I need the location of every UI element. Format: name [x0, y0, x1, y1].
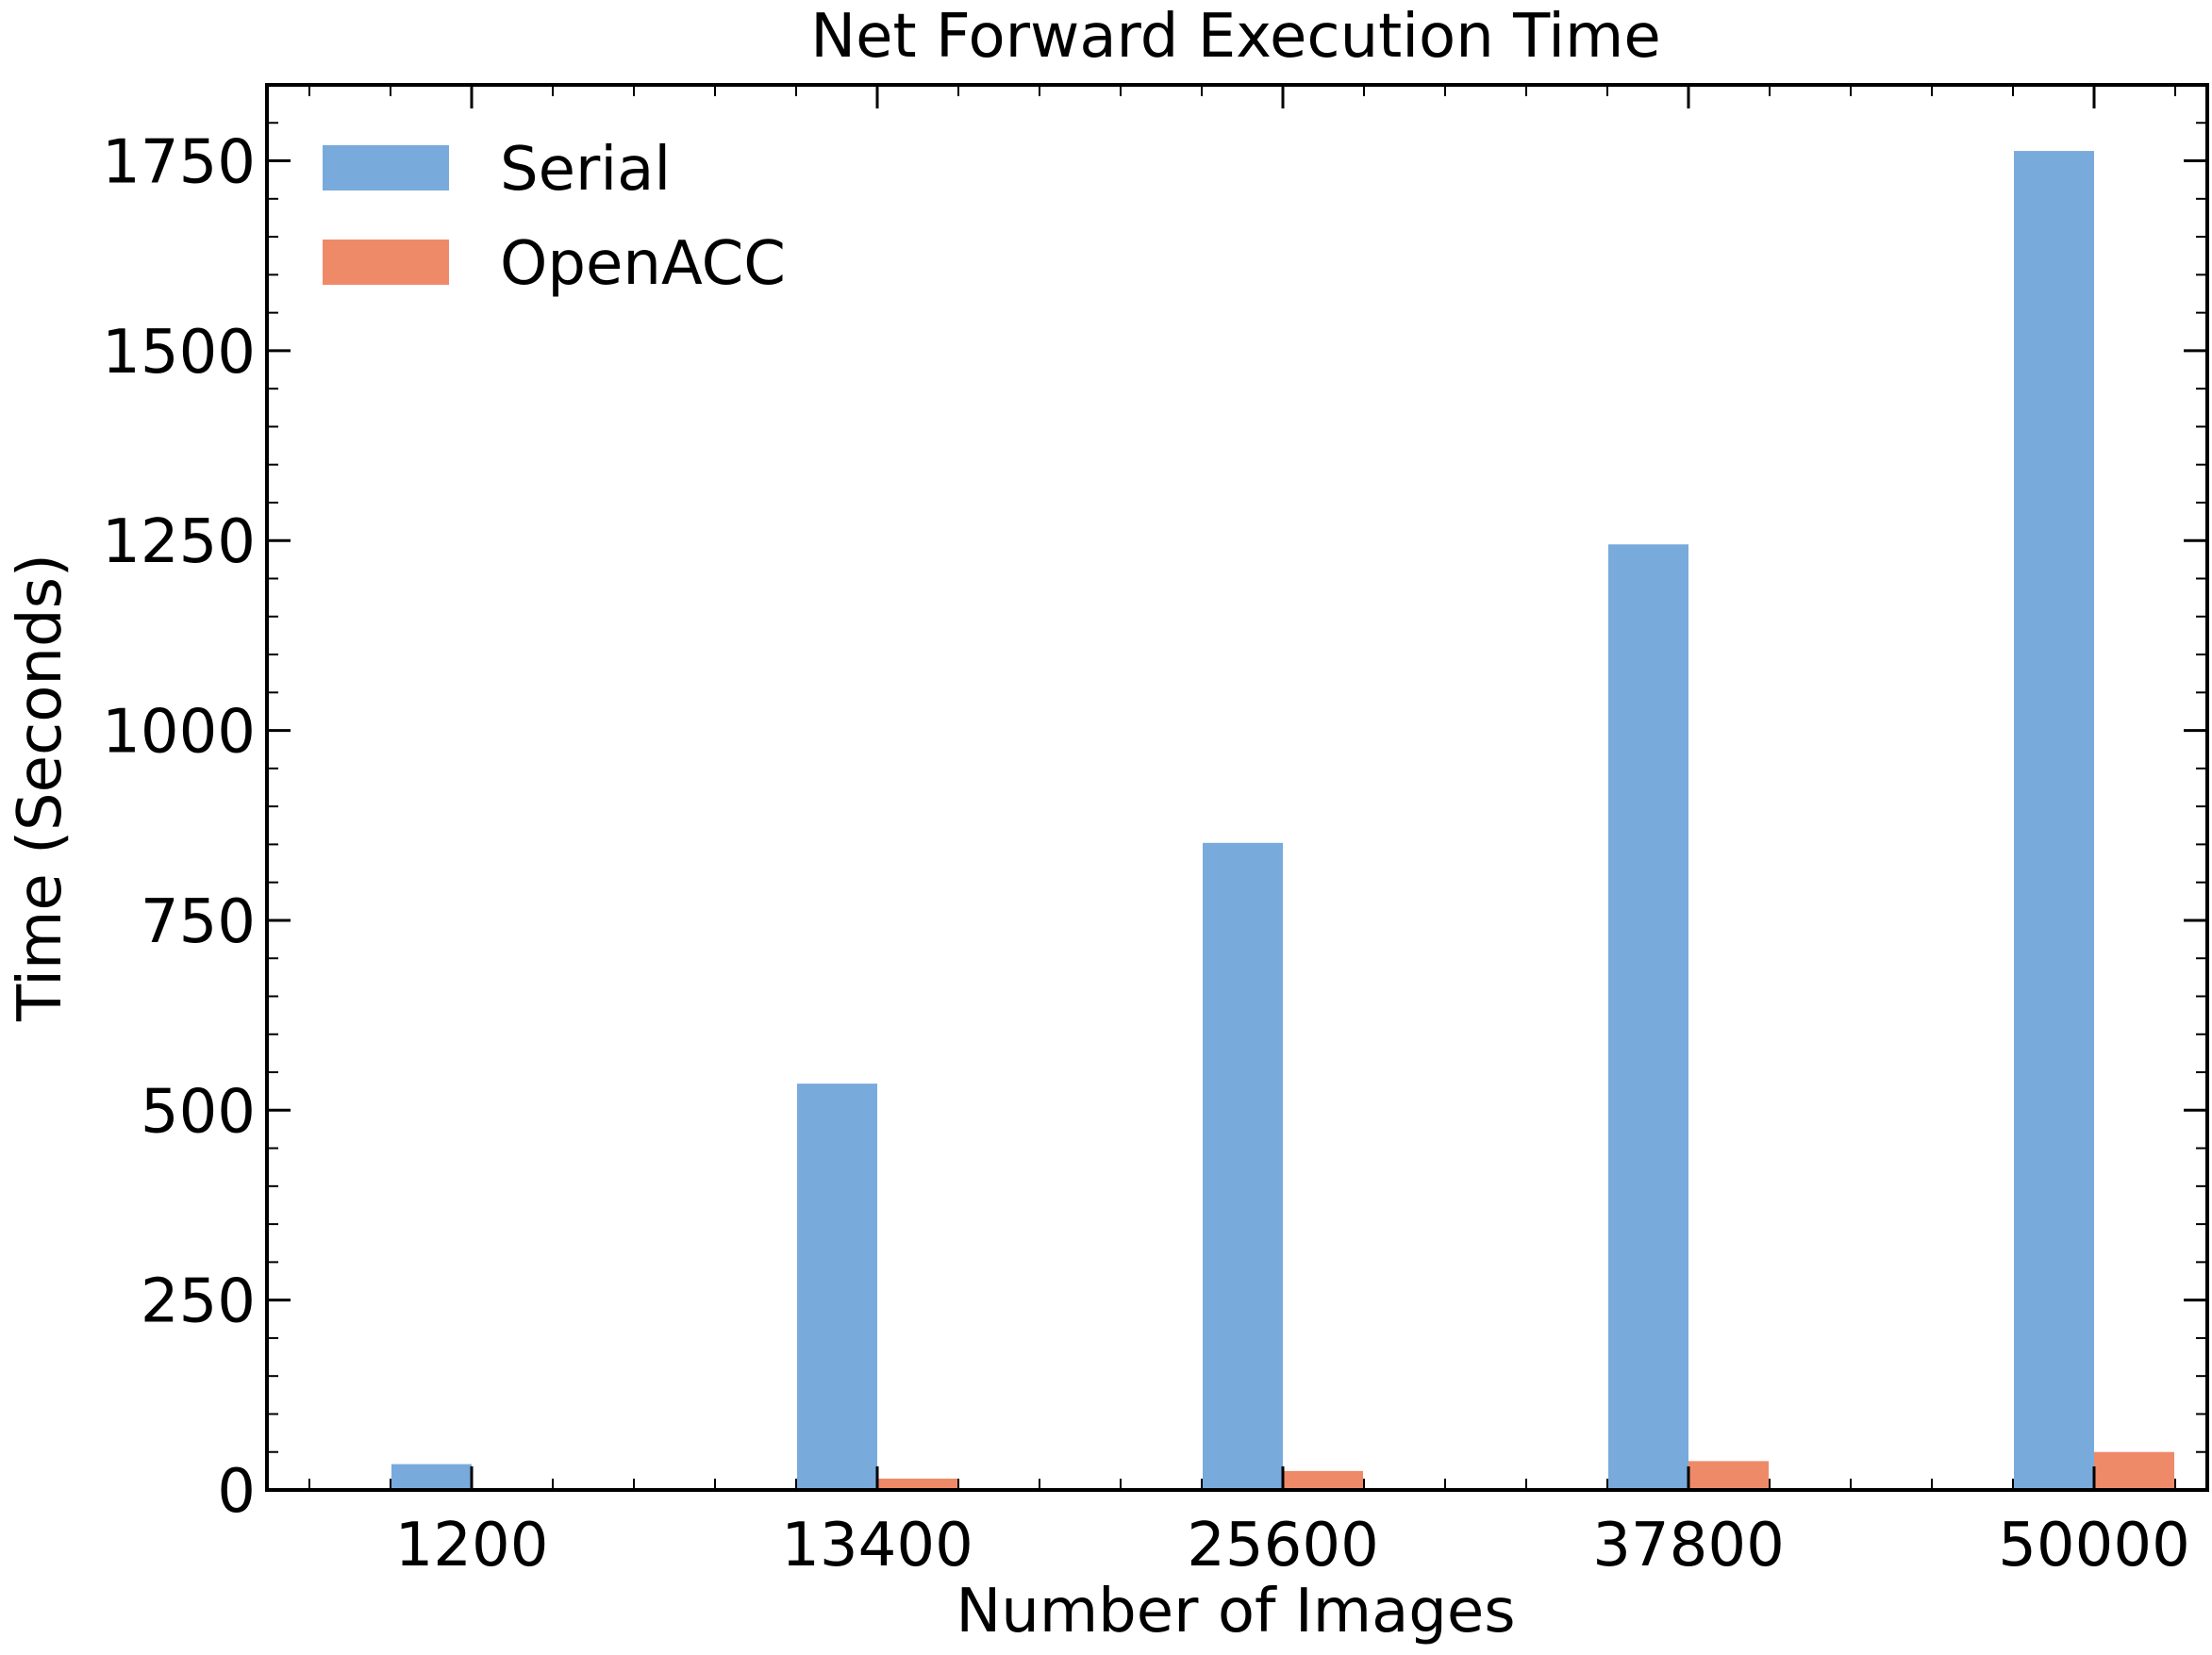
bar-serial-1200 — [391, 1464, 472, 1490]
y-axis-label: Time (Seconds) — [6, 554, 75, 1022]
plot-frame — [265, 83, 2209, 1492]
x-tick-label: 13400 — [781, 1511, 973, 1581]
bars-group — [391, 151, 2174, 1490]
bar-serial-37800 — [1608, 544, 1688, 1490]
legend-label-serial: Serial — [500, 135, 671, 205]
legend: Serial OpenACC — [323, 135, 786, 299]
x-tick-label: 50000 — [1998, 1511, 2190, 1581]
y-tick-label: 500 — [141, 1077, 256, 1147]
bar-openacc-25600 — [1283, 1470, 1363, 1490]
y-tick-label: 750 — [141, 887, 256, 957]
y-tick-label: 1250 — [102, 507, 256, 577]
x-tick-label: 37800 — [1592, 1511, 1785, 1581]
legend-swatch-serial — [323, 145, 449, 190]
y-tick-label: 250 — [141, 1267, 256, 1337]
bar-serial-13400 — [797, 1084, 877, 1490]
tick-labels-group: 0 250 500 750 1000 1250 1500 1750 1200 13400 25600… — [102, 128, 2190, 1581]
x-tick-label: 1200 — [395, 1511, 549, 1581]
bar-serial-50000 — [2014, 151, 2094, 1490]
bar-openacc-50000 — [2094, 1451, 2174, 1490]
legend-swatch-openacc — [323, 240, 449, 285]
bar-openacc-13400 — [877, 1478, 957, 1490]
y-tick-label: 1000 — [102, 698, 256, 768]
chart-title: Net Forward Execution Time — [810, 2, 1660, 72]
x-tick-label: 25600 — [1187, 1511, 1379, 1581]
bar-openacc-37800 — [1688, 1461, 1769, 1490]
bar-serial-25600 — [1203, 842, 1283, 1490]
y-tick-label: 1500 — [102, 318, 256, 388]
y-tick-label: 1750 — [102, 128, 256, 198]
y-tick-label: 0 — [217, 1457, 256, 1527]
x-axis-label: Number of Images — [956, 1577, 1515, 1647]
legend-label-openacc: OpenACC — [500, 229, 786, 299]
